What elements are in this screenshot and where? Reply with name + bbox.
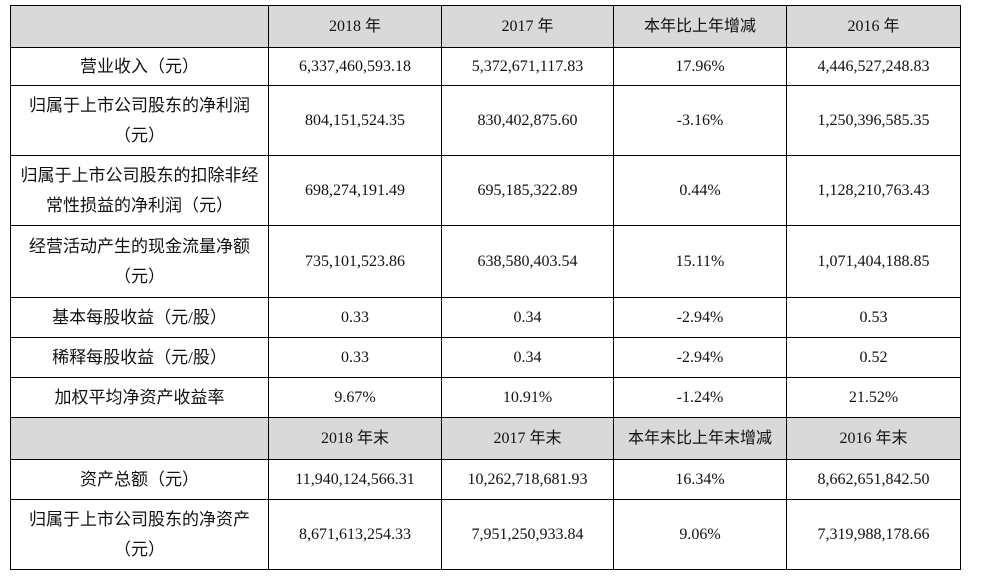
cell: 0.52 (786, 337, 961, 378)
header-cell: 2018 年末 (268, 417, 442, 460)
data-row: 基本每股收益（元/股） 0.33 0.34 -2.94% 0.53 (10, 297, 961, 338)
cell: 830,402,875.60 (441, 85, 614, 156)
header-cell: 2018 年 (268, 5, 442, 48)
row-label: 稀释每股收益（元/股） (10, 337, 269, 378)
header-cell: 2017 年末 (441, 417, 614, 460)
header-cell: 本年末比上年末增减 (613, 417, 787, 460)
cell: 1,128,210,763.43 (786, 155, 961, 226)
cell: 8,671,613,254.33 (268, 499, 442, 570)
row-label: 资产总额（元） (10, 459, 269, 500)
row-label: 归属于上市公司股东的净利润（元） (10, 85, 269, 156)
cell: -3.16% (613, 85, 787, 156)
header-cell: 2017 年 (441, 5, 614, 48)
header-cell (10, 417, 269, 460)
data-row: 经营活动产生的现金流量净额（元） 735,101,523.86 638,580,40… (10, 225, 961, 298)
cell: 0.33 (268, 337, 442, 378)
row-label: 经营活动产生的现金流量净额（元） (10, 225, 269, 298)
cell: 804,151,524.35 (268, 85, 442, 156)
header-row: 2018 年 2017 年本年比上年增减 2016 年 (10, 5, 961, 48)
cell: 0.34 (441, 337, 614, 378)
cell: 0.44% (613, 155, 787, 226)
data-row: 营业收入（元） 6,337,460,593.18 5,372,671,117.83 1… (10, 47, 961, 86)
cell: 4,446,527,248.83 (786, 47, 961, 86)
cell: 10,262,718,681.93 (441, 459, 614, 500)
cell: -2.94% (613, 297, 787, 338)
row-label: 加权平均净资产收益率 (10, 377, 269, 418)
row-label: 营业收入（元） (10, 47, 269, 86)
cell: 698,274,191.49 (268, 155, 442, 226)
cell: 17.96% (613, 47, 787, 86)
data-row: 加权平均净资产收益率 9.67% 10.91% -1.24% 21.52% (10, 377, 961, 418)
header-cell: 本年比上年增减 (613, 5, 787, 48)
cell: 16.34% (613, 459, 787, 500)
cell: 1,250,396,585.35 (786, 85, 961, 156)
cell: 7,319,988,178.66 (786, 499, 961, 570)
row-label: 归属于上市公司股东的净资产（元） (10, 499, 269, 570)
row-label: 基本每股收益（元/股） (10, 297, 269, 338)
cell: 9.67% (268, 377, 442, 418)
data-row: 归属于上市公司股东的净利润（元） 804,151,524.35 830,402,87… (10, 85, 961, 156)
cell: -2.94% (613, 337, 787, 378)
data-row: 归属于上市公司股东的净资产（元） 8,671,613,254.33 7,951,25… (10, 499, 961, 570)
cell: -1.24% (613, 377, 787, 418)
cell: 0.33 (268, 297, 442, 338)
cell: 8,662,651,842.50 (786, 459, 961, 500)
cell: 11,940,124,566.31 (268, 459, 442, 500)
cell: 0.53 (786, 297, 961, 338)
financial-table: 2018 年 2017 年本年比上年增减 2016 年营业收入（元） 6,337,46… (10, 5, 961, 570)
cell: 1,071,404,188.85 (786, 225, 961, 298)
cell: 21.52% (786, 377, 961, 418)
cell: 5,372,671,117.83 (441, 47, 614, 86)
data-row: 归属于上市公司股东的扣除非经常性损益的净利润（元） 698,274,191.49 6… (10, 155, 961, 226)
cell: 7,951,250,933.84 (441, 499, 614, 570)
cell: 9.06% (613, 499, 787, 570)
header-row: 2018 年末 2017 年末 本年末比上年末增减 2016 年末 (10, 417, 961, 460)
cell: 695,185,322.89 (441, 155, 614, 226)
cell: 0.34 (441, 297, 614, 338)
header-cell: 2016 年末 (786, 417, 961, 460)
row-label: 归属于上市公司股东的扣除非经常性损益的净利润（元） (10, 155, 269, 226)
cell: 15.11% (613, 225, 787, 298)
header-cell: 2016 年 (786, 5, 961, 48)
cell: 10.91% (441, 377, 614, 418)
cell: 638,580,403.54 (441, 225, 614, 298)
cell: 735,101,523.86 (268, 225, 442, 298)
data-row: 资产总额（元） 11,940,124,566.31 10,262,718,681.9… (10, 459, 961, 500)
cell: 6,337,460,593.18 (268, 47, 442, 86)
header-cell (10, 5, 269, 48)
data-row: 稀释每股收益（元/股） 0.33 0.34 -2.94% 0.52 (10, 337, 961, 378)
